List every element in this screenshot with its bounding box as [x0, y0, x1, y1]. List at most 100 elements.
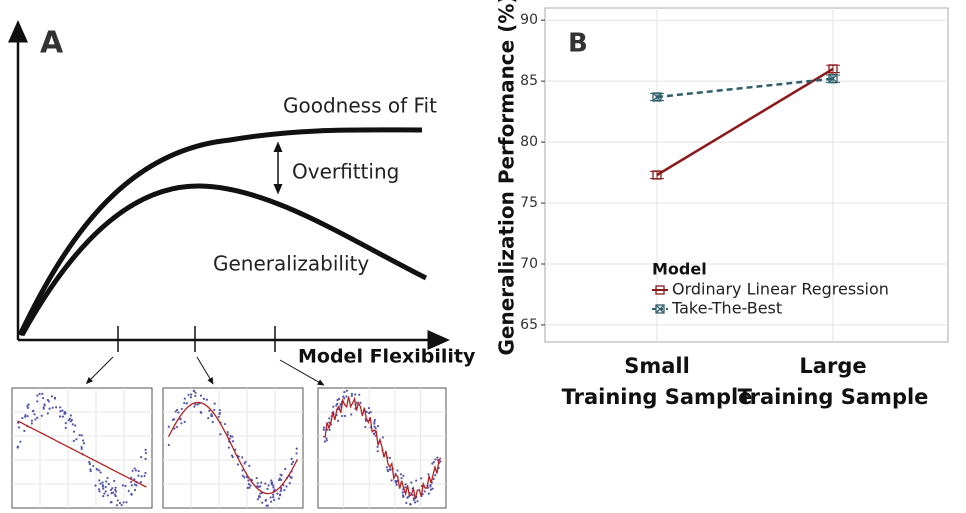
point-cross — [652, 92, 662, 102]
thumb-point — [373, 418, 376, 422]
thumb-point — [109, 488, 113, 492]
thumb-point — [290, 463, 293, 466]
thumb-point — [376, 424, 380, 428]
thumb-point — [227, 446, 230, 449]
thumb-point — [367, 406, 371, 410]
thumb-point — [247, 482, 251, 486]
thumb-point — [120, 503, 123, 507]
y-tick-label: 65 — [520, 317, 538, 333]
thumb-point — [260, 481, 263, 484]
thumb-point — [99, 471, 102, 474]
thumb-point — [385, 466, 389, 469]
thumb-point — [64, 421, 67, 425]
thumb-point — [376, 445, 379, 448]
thumb-point — [295, 447, 298, 450]
thumb-point — [17, 426, 21, 429]
thumb-fit — [17, 420, 147, 488]
thumb-point — [265, 504, 268, 507]
thumb-point — [131, 469, 134, 472]
thumb-point — [218, 408, 221, 412]
thumb-point — [415, 479, 418, 482]
thumb-point — [200, 411, 203, 414]
thumb-point — [24, 415, 27, 418]
thumb-point — [211, 420, 214, 424]
thumb-point — [97, 488, 101, 491]
thumb-point — [193, 405, 196, 408]
thumb-point — [270, 483, 274, 486]
thumb-point — [24, 413, 27, 417]
thumb-point — [140, 455, 143, 459]
thumb-point — [63, 412, 66, 415]
point — [655, 304, 665, 314]
thumb-point — [336, 419, 340, 422]
thumb-point — [74, 424, 77, 427]
thumb-point — [402, 495, 405, 498]
thumb-point — [350, 392, 353, 395]
thumb-point — [432, 477, 435, 481]
thumb-point — [271, 481, 274, 484]
thumb-point — [423, 490, 426, 493]
thumb-point — [54, 406, 58, 409]
thumb-point — [269, 496, 272, 499]
thumb-point — [207, 416, 210, 420]
thumb-point — [80, 434, 83, 437]
thumb-point — [429, 488, 433, 491]
thumb-point — [124, 484, 127, 488]
thumb-point — [30, 419, 34, 422]
thumb-point — [43, 404, 46, 407]
thumb-point — [122, 501, 125, 504]
thumb-point — [335, 404, 338, 407]
thumb-point — [114, 486, 117, 489]
thumb-point — [173, 427, 176, 430]
point-cross — [655, 304, 665, 314]
thumb-point — [139, 481, 142, 484]
thumb-point — [410, 481, 413, 484]
point — [652, 92, 662, 102]
thumb-point — [82, 439, 85, 442]
thumb-point — [389, 468, 392, 471]
thumb-point — [88, 462, 92, 466]
thumb-point — [325, 437, 328, 440]
thumb-point — [137, 469, 140, 473]
thumb-point — [194, 403, 197, 406]
y-tick-label: 85 — [520, 73, 538, 89]
thumb-point — [395, 480, 398, 483]
thumb-point — [436, 456, 439, 459]
thumb-point — [219, 433, 222, 436]
thumb-point — [144, 448, 147, 451]
thumb-point — [285, 485, 288, 488]
thumb-point — [350, 394, 354, 398]
thumb-point — [130, 480, 133, 484]
thumb-point — [255, 476, 258, 480]
thumb-point — [95, 468, 99, 471]
thumb-point — [137, 474, 140, 477]
thumb-point — [276, 492, 279, 495]
thumb-point — [336, 398, 339, 402]
thumb-point — [364, 425, 367, 429]
thumb-point — [42, 397, 45, 400]
thumb-point — [269, 500, 273, 503]
thumb-point — [88, 460, 91, 464]
thumb-point — [372, 432, 376, 435]
thumb-point — [396, 469, 399, 472]
thumb-point — [80, 447, 83, 450]
thumb-point — [259, 485, 262, 488]
thumb-point — [358, 393, 361, 396]
thumb-point — [231, 440, 235, 443]
panel-a: A Goodness of Fit Overfitting Generaliza… — [8, 20, 476, 386]
thumb-point — [295, 452, 298, 455]
thumb-point — [75, 438, 78, 441]
legend-label: Take-The-Best — [671, 299, 782, 318]
thumb-point — [58, 415, 62, 418]
thumb-point — [103, 492, 106, 495]
thumb-point — [113, 479, 116, 483]
pointer — [196, 356, 214, 385]
thumb-point — [223, 422, 227, 426]
thumb-point — [244, 460, 247, 464]
thumb-point — [106, 476, 109, 480]
thumb-point — [208, 409, 211, 412]
fit-curve — [17, 127, 423, 337]
thumb-point — [369, 411, 372, 414]
thumb-point — [210, 412, 213, 416]
thumb-point — [98, 490, 101, 493]
